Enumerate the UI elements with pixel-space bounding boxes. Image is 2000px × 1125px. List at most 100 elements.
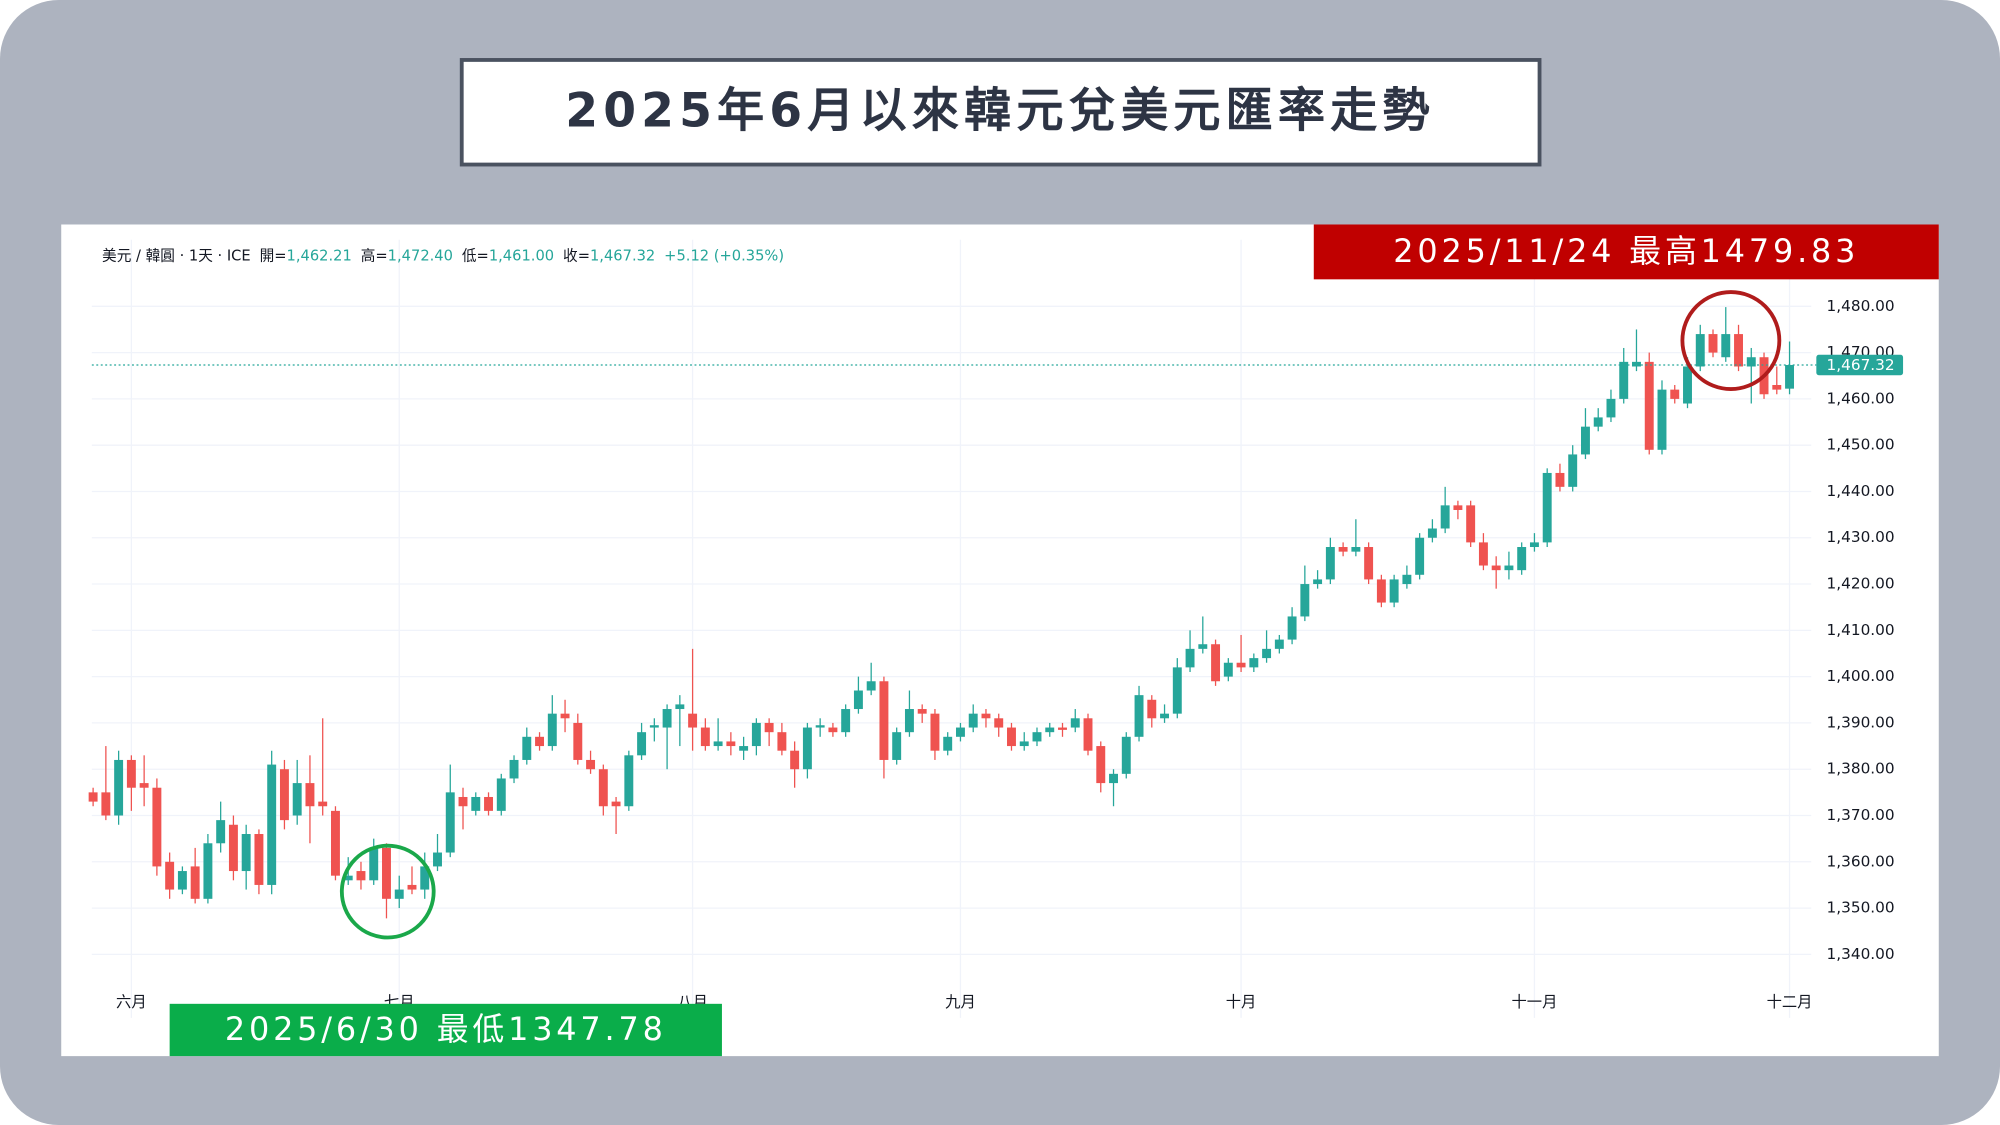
plot: 六月 七月 八月 九月 十月 十一月 十二月1,340.001,350.001,360.00… xyxy=(88,239,1904,1018)
candle-body xyxy=(675,704,685,710)
candle-body xyxy=(930,713,940,751)
candle-body xyxy=(1580,426,1590,455)
candle-body xyxy=(1517,547,1527,571)
candle-body xyxy=(254,834,264,885)
candle-body xyxy=(573,722,583,760)
y-tick-label: 1,360.00 xyxy=(1827,852,1895,870)
candle-body xyxy=(1466,505,1476,543)
candle-body xyxy=(292,783,302,816)
candle-body xyxy=(343,875,353,881)
candle-body xyxy=(1211,644,1221,682)
candle-body xyxy=(1172,667,1182,714)
candle-body xyxy=(1453,505,1463,510)
annotation-text: 2025/6/30 最低1347.78 xyxy=(225,1010,667,1048)
field-name: 開= xyxy=(260,247,287,264)
candle-body xyxy=(1606,398,1616,418)
candle-body xyxy=(1274,639,1284,649)
candle-body xyxy=(1785,365,1795,389)
candle-body xyxy=(1325,547,1335,580)
candle-body xyxy=(892,732,902,760)
candle-body xyxy=(751,722,761,747)
candle-body xyxy=(662,709,672,728)
candle-body xyxy=(1121,736,1131,774)
candle-body xyxy=(1708,334,1718,353)
candle-body xyxy=(484,796,493,811)
candle-body xyxy=(1644,361,1654,450)
candle-body xyxy=(1262,648,1272,659)
candle-body xyxy=(1670,389,1680,399)
candle-body xyxy=(267,764,277,885)
candle-body xyxy=(853,690,863,710)
candle-body xyxy=(1683,366,1692,404)
candle-body xyxy=(802,727,812,770)
candle-body xyxy=(382,847,391,899)
candle-body xyxy=(101,792,111,816)
candle-body xyxy=(279,769,289,821)
last-price-box xyxy=(1816,354,1904,376)
x-tick-label: 九月 xyxy=(945,993,976,1011)
candle-body xyxy=(114,759,124,816)
candle-body xyxy=(828,727,838,733)
candle-body xyxy=(88,792,98,802)
candle-body xyxy=(1032,732,1042,742)
candle-body xyxy=(126,759,136,788)
candle-body xyxy=(1721,334,1731,358)
candle-body xyxy=(1313,579,1323,585)
candle-body xyxy=(955,727,965,737)
candle-body xyxy=(1657,389,1667,450)
candle-body xyxy=(1147,699,1157,719)
candle-body xyxy=(330,810,340,876)
y-tick-label: 1,480.00 xyxy=(1827,297,1895,315)
y-tick-label: 1,340.00 xyxy=(1827,945,1895,963)
field-name: 高= xyxy=(361,247,388,264)
candle-body xyxy=(917,709,927,714)
x-tick-label: 六月 xyxy=(116,993,147,1011)
candle-body xyxy=(1300,584,1310,617)
candle-body xyxy=(1529,542,1539,548)
candle-body xyxy=(1427,528,1437,538)
candle-body xyxy=(407,884,417,890)
candle-body xyxy=(1376,579,1386,603)
candle-body xyxy=(904,709,914,733)
candle-body xyxy=(420,866,430,890)
last-price-label: 1,467.32 xyxy=(1827,356,1895,374)
y-tick-label: 1,450.00 xyxy=(1827,436,1895,454)
low-circle xyxy=(339,843,436,940)
title-box xyxy=(459,58,1542,167)
candle-body xyxy=(1236,662,1246,668)
y-tick-label: 1,460.00 xyxy=(1827,389,1895,407)
candle-body xyxy=(1045,727,1055,733)
candle-body xyxy=(726,741,736,747)
candle-body xyxy=(228,824,238,872)
candle-body xyxy=(968,713,978,728)
candle-body xyxy=(1223,662,1233,677)
candle-body xyxy=(1351,547,1361,552)
candle-body xyxy=(1160,713,1170,719)
symbol: 美元 / 韓圓 · 1天 · ICE xyxy=(102,247,251,264)
candle-body xyxy=(790,750,800,770)
candle-body xyxy=(394,889,404,899)
candle-body xyxy=(1364,547,1374,580)
candle-body xyxy=(943,736,953,751)
candle-body xyxy=(1734,334,1743,367)
annotation-text: 2025/11/24 最高1479.83 xyxy=(1393,232,1859,270)
candle-body xyxy=(356,871,366,881)
candle-body xyxy=(981,713,991,719)
y-tick-label: 1,390.00 xyxy=(1827,713,1895,731)
candle-body xyxy=(216,820,226,844)
candle-body xyxy=(1198,644,1208,649)
candle-body xyxy=(879,681,889,760)
y-tick-label: 1,420.00 xyxy=(1827,575,1895,593)
candle-body xyxy=(1058,727,1067,730)
candle-body xyxy=(1402,574,1412,585)
candle-body xyxy=(471,796,481,811)
candle-body xyxy=(496,778,506,811)
x-tick-label: 十月 xyxy=(1226,993,1257,1011)
candle-body xyxy=(713,741,723,747)
candle-body xyxy=(1772,385,1782,390)
candle-body xyxy=(611,801,621,807)
candle-body xyxy=(1338,547,1348,552)
candle-body xyxy=(1083,718,1093,751)
y-tick-label: 1,380.00 xyxy=(1827,760,1895,778)
